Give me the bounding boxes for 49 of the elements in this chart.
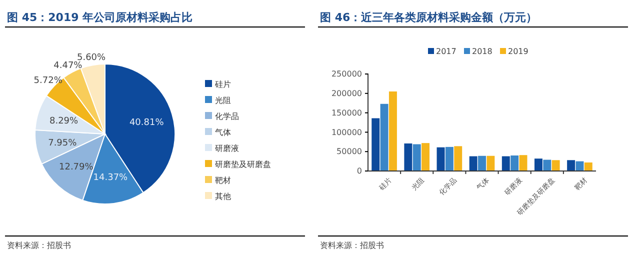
bar [502,156,510,171]
legend-label: 2019 [508,47,528,56]
data-label: 5.60% [76,52,106,63]
data-label: 14.37% [93,173,128,184]
data-label: 8.29% [49,116,79,127]
bar [422,143,430,171]
legend-label: 2018 [472,47,492,56]
bar [510,155,519,171]
legend-label: 硅片 [214,80,231,89]
bar [486,156,495,171]
y-tick-label: 200000 [331,88,362,98]
chart-title: 图 46：近三年各类原材料采购金额（万元） [320,11,538,24]
y-tick-label: 150000 [331,108,362,118]
bar [543,160,552,171]
legend-label: 气体 [215,128,231,137]
data-label: 7.95% [48,138,78,148]
legend-label: 研磨液 [215,144,239,153]
data-label: 5.72% [34,76,63,86]
bar [584,162,592,171]
y-tick-label: 0 [356,166,362,176]
bar [445,146,454,171]
bar [404,143,412,171]
text: 资料来源：招股书 [320,241,384,250]
bar [380,104,388,171]
legend-label: 研磨垫及研磨盘 [215,160,271,169]
bar [372,118,380,171]
y-tick-label: 250000 [331,70,362,79]
bar [412,144,421,171]
chart-title: 图 45：2019 年公司原材料采购占比 [7,11,193,24]
bar [534,158,542,171]
bar [552,160,560,171]
bar [576,161,584,171]
y-tick-label: 100000 [331,128,362,137]
bar [519,155,528,171]
bar [454,146,462,171]
data-label: 4.47% [54,61,83,72]
y-tick-label: 50000 [336,147,362,156]
legend-label: 2017 [436,47,456,56]
text: 资料来源：招股书 [7,241,71,250]
data-label: 12.79% [58,162,94,173]
legend-label: 光阻 [215,96,231,105]
legend-label: 化学品 [215,112,239,121]
data-label: 40.81% [129,118,164,128]
bar [388,91,397,171]
legend-label: 其他 [215,192,231,201]
bar [567,160,576,171]
bar [478,156,486,171]
bar [469,156,478,171]
bar [436,147,445,171]
